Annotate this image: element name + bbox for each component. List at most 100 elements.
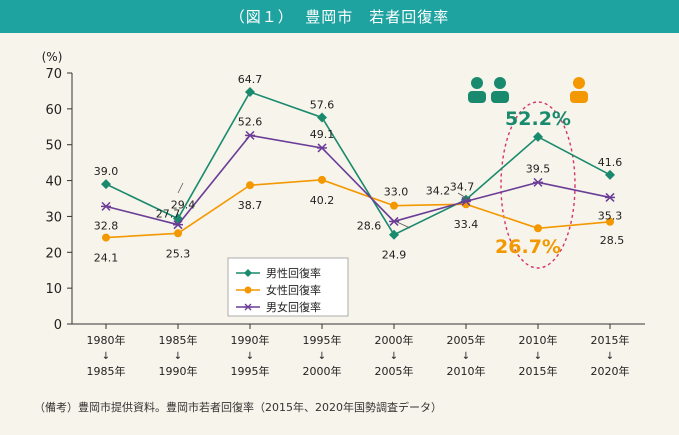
data-label-series-2: 39.5 (526, 162, 551, 175)
y-tick-label: 60 (45, 103, 62, 118)
data-label-series-2: 32.8 (94, 219, 119, 232)
data-point-female (606, 217, 614, 226)
x-tick-label-end: 2010年 (447, 364, 486, 378)
data-point-total (605, 192, 615, 202)
leader-line (457, 192, 469, 200)
leader-line (396, 221, 411, 229)
x-tick-label-start: 1990年 (231, 333, 270, 347)
data-point-female (390, 201, 398, 210)
y-tick-label: 30 (45, 210, 62, 225)
data-point-female (318, 175, 326, 184)
x-tick-label-start: 2015年 (591, 333, 630, 347)
male-person-icon (468, 77, 486, 103)
data-point-total (533, 177, 543, 187)
female-person-icon (570, 77, 588, 103)
series-line-0 (105, 91, 611, 236)
x-tick-label-start: 1995年 (303, 333, 342, 347)
y-tick-label: 0 (54, 318, 62, 333)
data-label-series-1: 28.5 (600, 234, 625, 247)
figure-title-bar: （図１） 豊岡市 若者回復率 (0, 0, 679, 33)
data-label-male-highlight: 52.2% (505, 108, 571, 130)
data-label-female-highlight: 26.7% (495, 236, 561, 258)
x-tick-label-end: 2000年 (303, 364, 342, 378)
figure-title: 豊岡市 若者回復率 (305, 8, 450, 26)
x-tick-arrow: ↓ (606, 351, 614, 362)
data-label-series-0: 64.7 (238, 73, 263, 86)
x-tick-label-start: 2010年 (519, 333, 558, 347)
data-label-series-2: 52.6 (238, 115, 263, 128)
data-point-total (173, 220, 183, 230)
data-label-series-2: 49.1 (310, 128, 335, 141)
data-label-series-1: 40.2 (310, 194, 335, 207)
data-label-series-0: 39.0 (94, 165, 119, 178)
data-point-male (101, 179, 111, 190)
legend-label-1: 女性回復率 (266, 283, 321, 297)
x-tick-label-end: 1990年 (159, 364, 198, 378)
data-label-series-2: 28.6 (357, 219, 382, 232)
x-tick-label-end: 2020年 (591, 364, 630, 378)
x-tick-arrow: ↓ (174, 351, 182, 362)
figure-label: （図１） (229, 8, 294, 26)
data-label-series-1: 38.7 (238, 199, 263, 212)
data-point-total (317, 143, 327, 153)
series-line-1 (105, 179, 611, 239)
data-point-total (461, 196, 471, 206)
legend-marker (244, 269, 252, 277)
y-axis-unit-label: (%) (42, 50, 63, 64)
data-point-male (389, 229, 399, 240)
data-point-total (245, 130, 255, 140)
data-point-female (534, 224, 542, 233)
data-label-series-1: 33.4 (454, 218, 479, 231)
x-tick-label-end: 1995年 (231, 364, 270, 378)
series-line-2 (105, 134, 611, 226)
data-label-series-2: 35.3 (598, 209, 623, 222)
data-point-male (605, 169, 615, 180)
x-tick-label-end: 2005年 (375, 364, 414, 378)
data-point-male (317, 112, 327, 123)
x-tick-arrow: ↓ (390, 351, 398, 362)
legend-label-2: 男女回復率 (266, 300, 321, 314)
legend-marker (244, 286, 252, 294)
x-tick-label-start: 1980年 (87, 333, 126, 347)
data-label-series-1: 24.1 (94, 252, 119, 265)
footnote: （備考）豊岡市提供資料。豊岡市若者回復率（2015年、2020年国勢調査データ） (34, 401, 442, 414)
x-tick-arrow: ↓ (318, 351, 326, 362)
x-tick-label-end: 2015年 (519, 364, 558, 378)
data-label-series-0: 57.6 (310, 98, 335, 111)
data-label-series-1: 25.3 (166, 247, 191, 260)
leader-line (177, 182, 184, 194)
y-tick-label: 10 (45, 282, 62, 297)
y-tick-label: 40 (45, 175, 62, 190)
data-point-total (389, 216, 399, 226)
data-label-series-0: 29.4 (171, 199, 196, 212)
data-label-series-0: 34.7 (450, 181, 475, 194)
data-label-series-0: 41.6 (598, 156, 623, 169)
x-tick-arrow: ↓ (534, 351, 542, 362)
data-point-female (174, 229, 182, 238)
y-tick-label: 20 (45, 246, 62, 261)
male-person-icon (491, 77, 509, 103)
data-point-female (246, 181, 254, 190)
legend-label-0: 男性回復率 (266, 266, 321, 280)
highlight-ellipse (500, 101, 576, 269)
x-tick-arrow: ↓ (462, 351, 470, 362)
x-tick-arrow: ↓ (246, 351, 254, 362)
data-point-total (101, 201, 111, 211)
y-tick-label: 70 (45, 67, 62, 82)
x-tick-label-start: 2005年 (447, 333, 486, 347)
legend-marker (244, 303, 252, 311)
data-label-series-2: 27.7 (156, 208, 181, 221)
x-tick-label-start: 2000年 (375, 333, 414, 347)
x-tick-label-start: 1985年 (159, 333, 198, 347)
data-point-female (102, 233, 110, 242)
y-tick-label: 50 (45, 139, 62, 154)
data-point-male (245, 87, 255, 98)
data-label-series-1: 33.0 (384, 186, 409, 199)
data-label-series-2: 34.2 (426, 184, 451, 197)
data-point-male (533, 131, 543, 142)
x-tick-label-end: 1985年 (87, 364, 126, 378)
x-tick-arrow: ↓ (102, 351, 110, 362)
data-label-series-0: 24.9 (382, 249, 407, 262)
line-chart: (%) 0 10 20 30 40 50 60 70 1980年 ↓ 1985年 1985年 ↓ 1990年… (42, 50, 645, 378)
